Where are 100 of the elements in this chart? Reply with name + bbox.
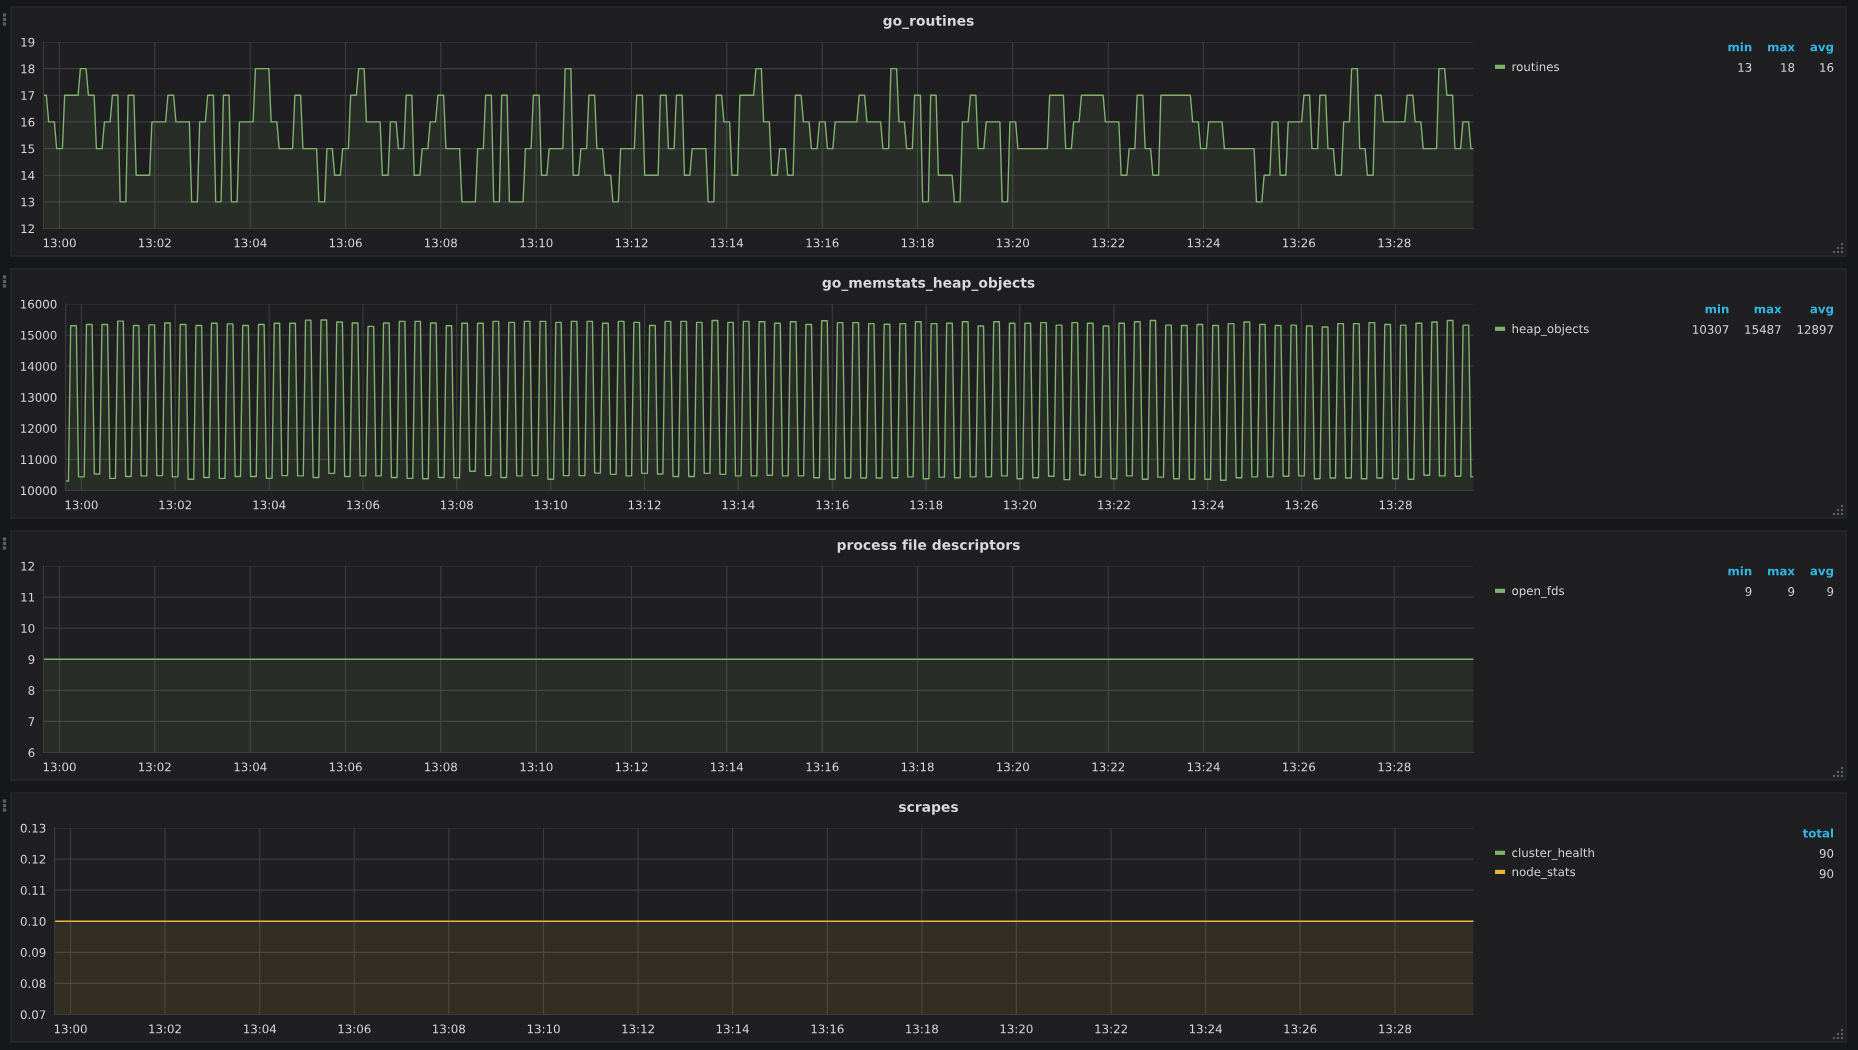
text: min [1728,566,1752,576]
y-tick-label: 0.11 [20,885,46,895]
legend-label: cluster_health [1512,848,1594,860]
x-tick-label: 13:14 [722,500,755,510]
x-tick-label: 13:06 [329,238,362,248]
x-tick-label: 13:10 [535,500,568,510]
x-tick-label: 13:04 [253,500,286,510]
y-tick-label: 12000 [21,424,57,433]
y-tick-label: 0.13 [20,823,46,833]
text: avg [1810,44,1834,54]
text: 90 [1819,849,1834,858]
x-tick-label: 13:18 [901,762,934,772]
x-tick-label: 13:20 [997,238,1029,248]
x-tick-label: 13:08 [425,238,457,248]
x-tick-label: 13:00 [43,762,76,772]
y-tick-label: 13000 [21,392,57,402]
text: avg [1810,306,1834,316]
x-tick-label: 13:26 [1284,1024,1317,1034]
x-tick-label: 13:26 [1283,238,1316,248]
text: avg [1810,568,1834,578]
x-tick-label: 13:28 [1378,238,1411,248]
x-tick-label: 13:20 [1000,1024,1033,1034]
x-tick-label: 13:22 [1092,762,1125,772]
y-tick-label: 11000 [21,455,57,465]
x-tick-label: 13:10 [527,1024,560,1034]
x-tick-label: 13:16 [806,238,839,248]
x-tick-label: 13:06 [338,1024,371,1034]
x-tick-label: 13:00 [54,1024,87,1034]
x-tick-label: 13:04 [234,238,267,248]
x-tick-label: 13:24 [1189,1024,1222,1034]
x-tick-label: 13:16 [806,762,839,772]
y-tick-label: 6 [28,748,35,758]
y-tick-label: 13 [21,197,35,207]
chart-title: scrapes [899,804,959,815]
text: 9 [1827,587,1834,596]
x-tick-label: 13:02 [139,238,171,248]
x-tick-label: 13:26 [1285,500,1318,510]
text: 16 [1820,63,1834,72]
x-tick-label: 13:26 [1283,762,1316,772]
chart-title: go_memstats_heap_objects [822,277,1035,291]
y-tick-label: 15 [21,144,35,154]
x-tick-label: 13:24 [1187,762,1220,772]
legend-label: routines [1512,62,1560,72]
text: max [1768,44,1795,52]
x-tick-label: 13:04 [244,1024,277,1034]
x-tick-label: 13:18 [910,500,943,510]
y-tick-label: 14 [21,171,35,180]
x-tick-label: 13:28 [1378,762,1411,772]
x-tick-label: 13:22 [1095,1024,1127,1034]
x-tick-label: 13:12 [622,1024,654,1034]
x-tick-label: 13:14 [711,762,744,772]
y-tick-label: 17 [21,91,35,100]
y-tick-label: 0.09 [20,948,46,957]
x-tick-label: 13:04 [234,762,267,772]
x-tick-label: 13:02 [159,500,191,510]
x-tick-label: 13:22 [1098,500,1130,510]
y-tick-label: 11 [21,592,35,602]
x-tick-label: 13:12 [615,762,648,772]
text: 10307 [1693,325,1729,334]
x-tick-label: 13:12 [615,238,648,248]
y-tick-label: 0.08 [20,979,46,989]
x-tick-label: 13:28 [1379,1024,1412,1034]
text: 90 [1819,869,1834,879]
x-tick-label: 13:16 [811,1024,844,1034]
text: 9 [1745,587,1752,596]
x-tick-label: 13:02 [149,1024,181,1034]
y-tick-label: 10000 [21,486,57,496]
y-tick-label: 19 [21,37,35,47]
x-tick-label: 13:00 [65,500,98,510]
x-tick-label: 13:08 [425,762,457,772]
y-tick-label: 12 [21,561,34,571]
y-tick-label: 15000 [21,330,57,340]
x-tick-label: 13:18 [906,1024,939,1034]
text: max [1754,306,1782,314]
x-tick-label: 13:10 [520,762,553,772]
x-tick-label: 13:20 [1004,500,1037,510]
y-tick-label: 0.10 [20,916,46,926]
x-tick-label: 13:06 [329,762,362,772]
y-tick-label: 16 [21,117,35,127]
x-tick-label: 13:06 [347,500,380,510]
y-tick-label: 14000 [21,361,57,371]
legend-label: node_stats [1512,867,1576,879]
x-tick-label: 13:14 [711,238,744,248]
x-tick-label: 13:02 [139,762,171,772]
x-tick-label: 13:16 [816,500,849,510]
x-tick-label: 13:24 [1191,500,1225,510]
chart-title: process file descriptors [837,539,1020,553]
y-tick-label: 12 [21,224,34,233]
x-tick-label: 13:20 [997,762,1029,772]
text: total [1802,828,1834,838]
text: min [1705,304,1729,314]
text: 13 [1738,63,1752,72]
chart-title: go_routines [883,15,974,29]
text: 12897 [1797,325,1833,334]
y-tick-label: 9 [28,654,35,664]
y-tick-label: 7 [28,717,35,726]
legend-label: open_fds [1512,586,1565,598]
y-tick-label: 16000 [21,299,57,309]
x-tick-label: 13:24 [1187,238,1220,248]
text: min [1728,42,1752,52]
